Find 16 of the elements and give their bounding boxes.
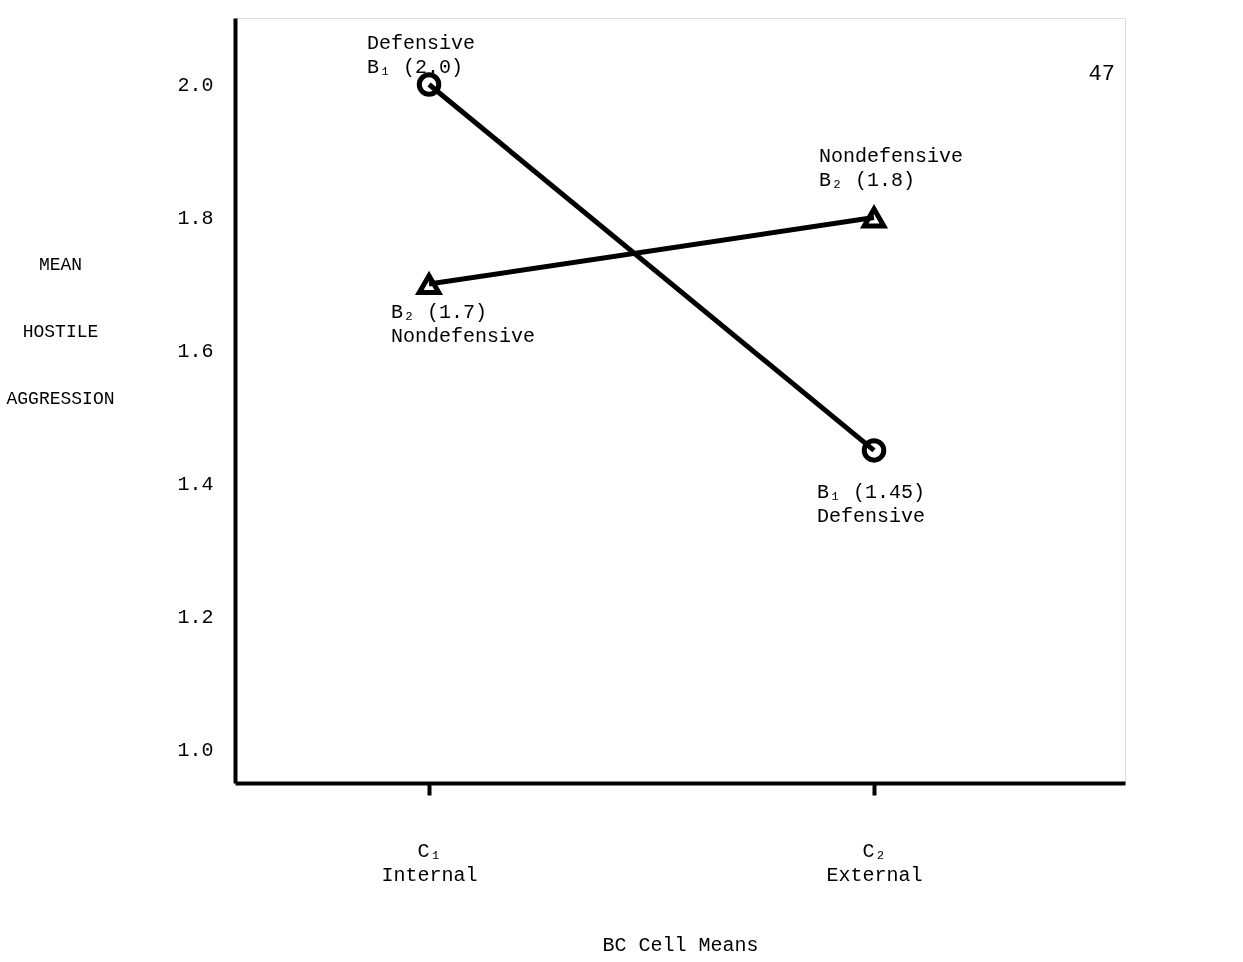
x-tick-label: C₂ External bbox=[826, 839, 923, 887]
annotation: Defensive B₁ (2.0) bbox=[367, 31, 476, 79]
text: MEAN HOSTILE AGGRESSION bbox=[6, 254, 115, 409]
annotation: 47 bbox=[1088, 62, 1115, 87]
y-tick-label: 1.8 bbox=[177, 207, 214, 231]
y-tick-label: 2.0 bbox=[177, 74, 214, 98]
x-axis-title: BC Cell Means bbox=[602, 933, 759, 957]
x-tick-label: C₁ Internal bbox=[381, 839, 478, 887]
annotation: Nondefensive B₂ (1.8) bbox=[819, 144, 964, 192]
y-tick-label: 1.4 bbox=[177, 473, 214, 497]
y-tick-label: 1.2 bbox=[177, 606, 214, 630]
y-tick-label: 1.6 bbox=[177, 340, 214, 364]
annotation: B₁ (1.45) Defensive bbox=[817, 481, 926, 529]
point bbox=[861, 438, 887, 463]
y-tick-label: 1.0 bbox=[177, 739, 214, 763]
annotation: B₂ (1.7) Nondefensive bbox=[391, 301, 536, 349]
